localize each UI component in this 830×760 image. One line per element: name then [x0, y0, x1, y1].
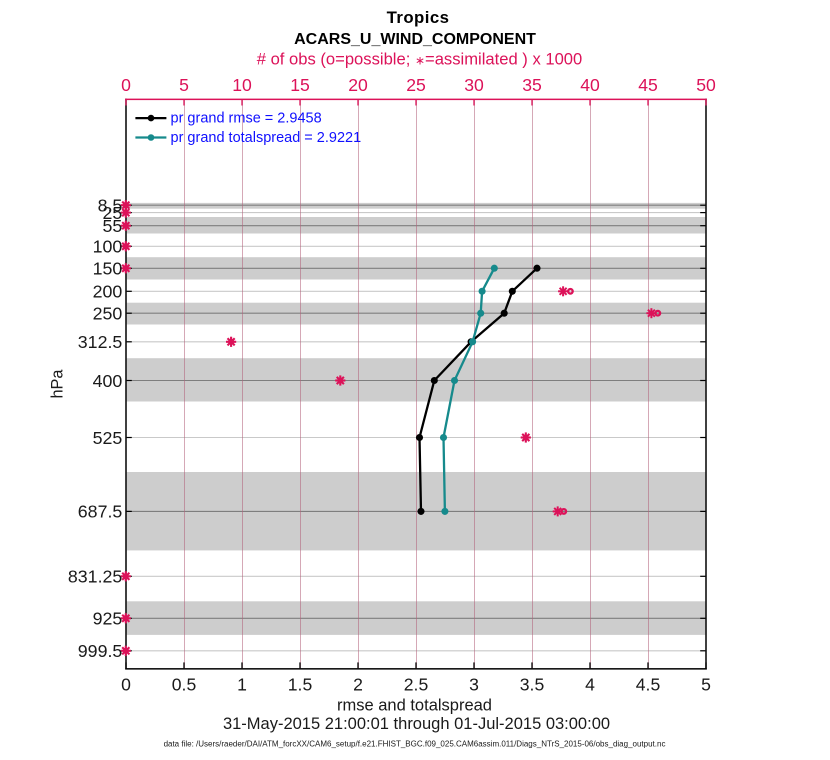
svg-text:35: 35 — [522, 75, 542, 95]
svg-text:20: 20 — [348, 75, 368, 95]
svg-text:925: 925 — [93, 609, 123, 629]
svg-text:data file: /Users/raeder/DAI/A: data file: /Users/raeder/DAI/ATM_forcXX/… — [164, 739, 666, 748]
svg-text:525: 525 — [93, 428, 123, 448]
svg-text:150: 150 — [93, 259, 123, 279]
svg-text:Tropics: Tropics — [387, 8, 450, 27]
svg-text:31-May-2015 21:00:01 through 0: 31-May-2015 21:00:01 through 01-Jul-2015… — [223, 715, 610, 733]
svg-text:312.5: 312.5 — [78, 332, 123, 352]
svg-text:1.5: 1.5 — [288, 675, 313, 695]
svg-text:200: 200 — [93, 282, 123, 302]
svg-text:2.5: 2.5 — [404, 675, 429, 695]
svg-text:rmse and totalspread: rmse and totalspread — [337, 697, 492, 715]
svg-text:3.5: 3.5 — [520, 675, 545, 695]
svg-text:250: 250 — [93, 304, 123, 324]
svg-text:5: 5 — [701, 675, 711, 695]
svg-text:687.5: 687.5 — [78, 502, 123, 522]
svg-text:ACARS_U_WIND_COMPONENT: ACARS_U_WIND_COMPONENT — [294, 31, 536, 48]
svg-text:30: 30 — [464, 75, 484, 95]
svg-text:400: 400 — [93, 371, 123, 391]
svg-text:5: 5 — [179, 75, 189, 95]
svg-text:8.5: 8.5 — [98, 196, 123, 216]
svg-text:25: 25 — [103, 203, 123, 223]
svg-text:4.5: 4.5 — [636, 675, 661, 695]
svg-text:100: 100 — [93, 237, 123, 257]
svg-text:0: 0 — [121, 75, 131, 95]
svg-text:25: 25 — [406, 75, 426, 95]
svg-text:pr grand rmse = 2.9458: pr grand rmse = 2.9458 — [171, 111, 322, 127]
svg-text:55: 55 — [103, 216, 123, 236]
svg-text:40: 40 — [580, 75, 600, 95]
svg-text:0: 0 — [121, 675, 131, 695]
svg-text:831.25: 831.25 — [68, 567, 122, 587]
svg-text:# of obs (o=possible; ∗=assimi: # of obs (o=possible; ∗=assimilated ) x … — [257, 49, 583, 68]
svg-text:999.5: 999.5 — [78, 641, 123, 661]
svg-text:10: 10 — [232, 75, 252, 95]
svg-text:15: 15 — [290, 75, 310, 95]
svg-text:4: 4 — [585, 675, 595, 695]
svg-text:1: 1 — [237, 675, 247, 695]
svg-text:50: 50 — [696, 75, 716, 95]
svg-text:45: 45 — [638, 75, 658, 95]
svg-text:2: 2 — [353, 675, 363, 695]
svg-text:3: 3 — [469, 675, 479, 695]
svg-text:pr grand totalspread = 2.9221: pr grand totalspread = 2.9221 — [171, 130, 362, 146]
svg-text:0.5: 0.5 — [172, 675, 197, 695]
